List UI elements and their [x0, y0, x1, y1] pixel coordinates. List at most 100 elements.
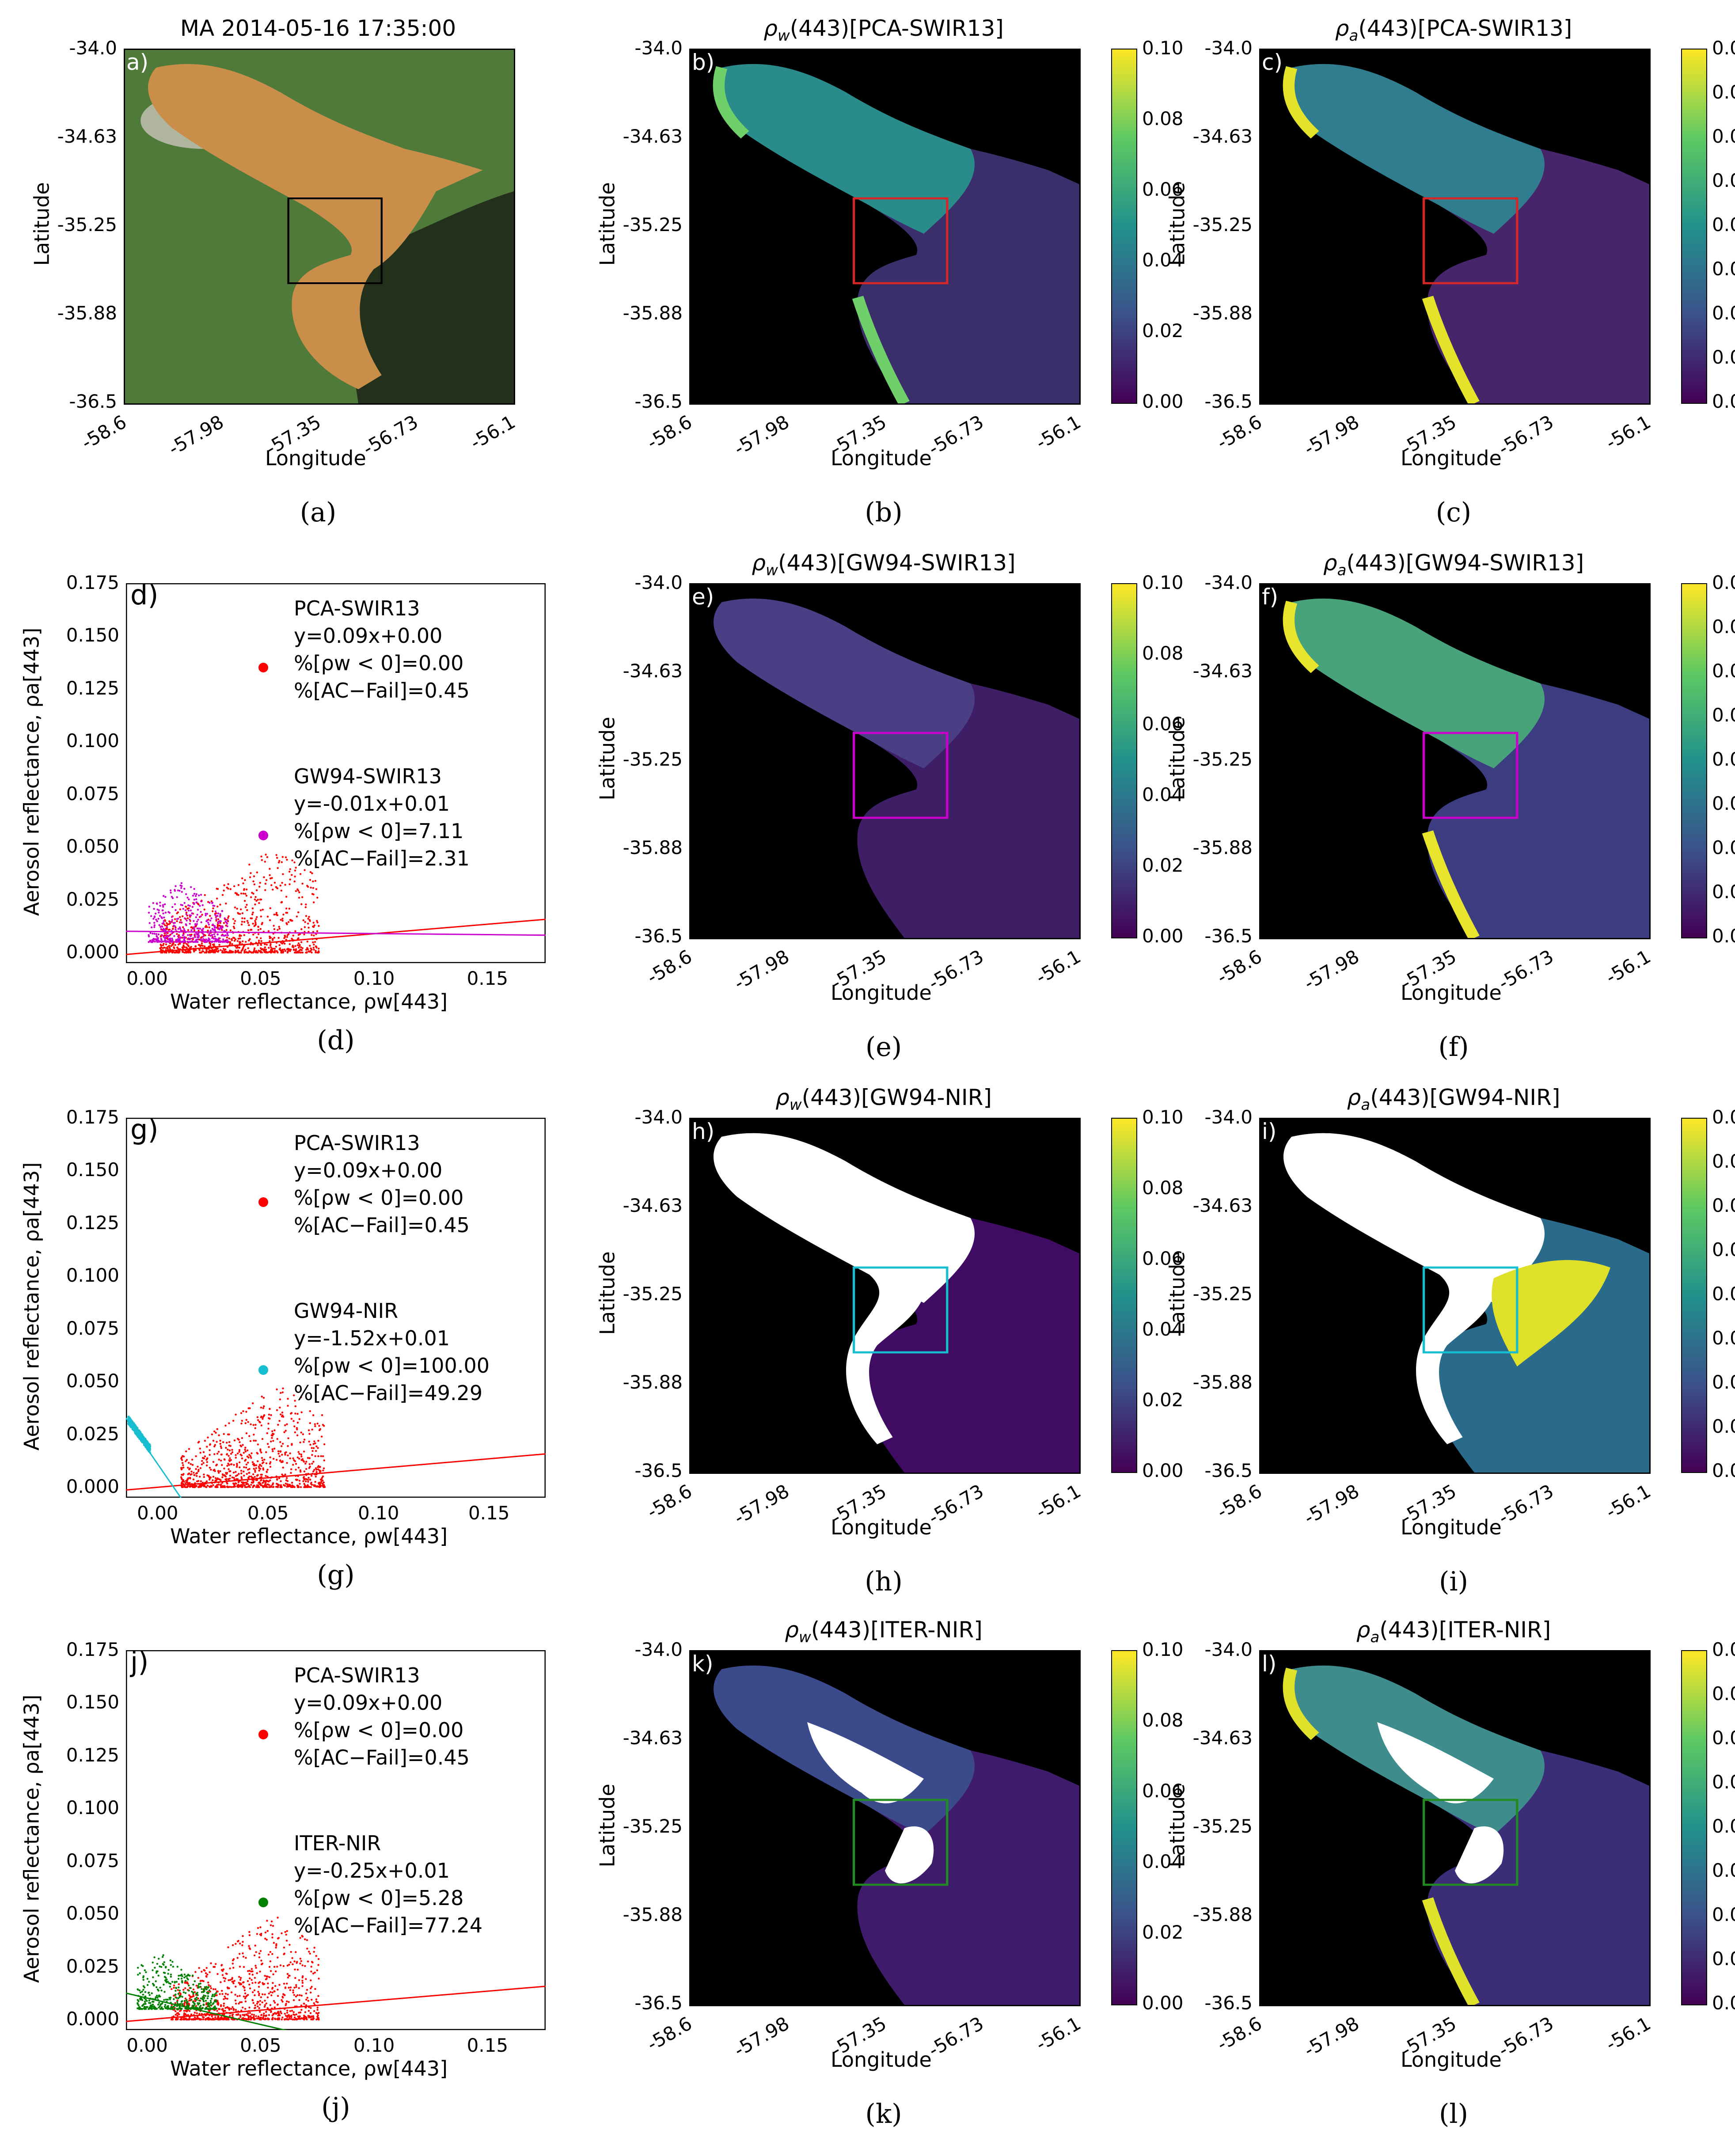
point-d-PCA-SWIR13 [312, 887, 315, 889]
point-j-PCA-SWIR13 [183, 2014, 185, 2016]
point-d-PCA-SWIR13 [243, 889, 245, 891]
point-j-PCA-SWIR13 [224, 2010, 226, 2012]
point-d-GW94-SWIR13 [155, 919, 157, 921]
point-d-GW94-SWIR13 [179, 928, 182, 930]
point-d-GW94-SWIR13 [191, 906, 194, 908]
point-g-PCA-SWIR13 [323, 1486, 326, 1488]
point-g-PCA-SWIR13 [287, 1437, 289, 1439]
map-image-i [1260, 1119, 1649, 1473]
point-d-GW94-SWIR13 [217, 922, 220, 924]
point-j-PCA-SWIR13 [239, 1953, 241, 1955]
point-j-PCA-SWIR13 [232, 2009, 235, 2011]
point-g-PCA-SWIR13 [319, 1466, 321, 1468]
caption-c: (c) [1435, 497, 1472, 528]
fit-line-d-GW94-SWIR13 [126, 930, 546, 936]
point-j-PCA-SWIR13 [240, 2009, 243, 2012]
point-g-PCA-SWIR13 [320, 1478, 323, 1480]
panel-label-e: e) [692, 584, 714, 610]
point-j-PCA-SWIR13 [256, 2000, 259, 2003]
point-j-PCA-SWIR13 [208, 2018, 210, 2021]
xtick-e-1: -57.98 [730, 945, 793, 994]
point-j-PCA-SWIR13 [220, 2016, 223, 2018]
point-j-PCA-SWIR13 [254, 1994, 256, 1997]
point-d-PCA-SWIR13 [309, 945, 311, 947]
point-g-PCA-SWIR13 [311, 1447, 313, 1449]
point-j-PCA-SWIR13 [195, 2017, 198, 2019]
point-j-PCA-SWIR13 [239, 1943, 241, 1945]
point-g-PCA-SWIR13 [257, 1443, 259, 1446]
point-g-PCA-SWIR13 [262, 1418, 264, 1420]
colorbar-f [1681, 583, 1707, 938]
point-g-PCA-SWIR13 [268, 1484, 270, 1486]
ytick-f-4: -36.5 [1204, 925, 1253, 947]
point-j-PCA-SWIR13 [278, 1984, 281, 1986]
point-d-PCA-SWIR13 [182, 926, 184, 928]
colorbar-tick-k-0: 0.10 [1142, 1639, 1184, 1660]
point-j-ITER-NIR [156, 1986, 158, 1989]
point-j-PCA-SWIR13 [313, 1947, 315, 1949]
point-j-PCA-SWIR13 [306, 1997, 308, 1999]
point-g-PCA-SWIR13 [212, 1476, 215, 1478]
point-d-PCA-SWIR13 [295, 948, 297, 950]
point-j-ITER-NIR [170, 1964, 172, 1966]
point-j-PCA-SWIR13 [244, 1992, 247, 1995]
xlabel-a: Longitude [265, 446, 366, 470]
ytick-h-1: -34.63 [623, 1195, 683, 1216]
point-g-PCA-SWIR13 [238, 1486, 240, 1488]
point-g-PCA-SWIR13 [270, 1440, 272, 1442]
point-g-PCA-SWIR13 [232, 1471, 235, 1474]
point-d-PCA-SWIR13 [257, 929, 259, 931]
xlabel-i: Longitude [1401, 1515, 1502, 1539]
point-d-PCA-SWIR13 [159, 935, 162, 938]
point-g-PCA-SWIR13 [235, 1457, 237, 1459]
point-d-GW94-SWIR13 [213, 929, 216, 931]
caption-g: (g) [317, 1560, 355, 1590]
point-d-GW94-SWIR13 [224, 917, 226, 919]
point-d-GW94-SWIR13 [190, 909, 192, 911]
point-j-PCA-SWIR13 [247, 2012, 249, 2014]
point-d-GW94-SWIR13 [212, 923, 214, 926]
point-j-PCA-SWIR13 [254, 2018, 256, 2020]
point-g-PCA-SWIR13 [233, 1464, 235, 1466]
point-j-ITER-NIR [192, 1993, 194, 1995]
scatter-ytick-g-3: 0.075 [66, 1317, 119, 1339]
point-j-PCA-SWIR13 [210, 1962, 212, 1964]
point-j-PCA-SWIR13 [283, 1982, 285, 1985]
point-j-PCA-SWIR13 [265, 2015, 267, 2017]
point-g-PCA-SWIR13 [211, 1433, 213, 1435]
point-d-PCA-SWIR13 [277, 951, 279, 954]
point-d-PCA-SWIR13 [218, 944, 220, 946]
point-j-ITER-NIR [138, 2008, 140, 2010]
point-g-PCA-SWIR13 [228, 1441, 231, 1443]
point-j-PCA-SWIR13 [190, 2018, 193, 2021]
point-j-PCA-SWIR13 [286, 1982, 288, 1985]
point-j-ITER-NIR [149, 2002, 152, 2004]
point-g-PCA-SWIR13 [269, 1479, 271, 1481]
point-d-PCA-SWIR13 [210, 900, 213, 903]
point-d-PCA-SWIR13 [260, 915, 262, 918]
xlabel-c: Longitude [1401, 446, 1502, 470]
point-d-PCA-SWIR13 [186, 943, 188, 945]
point-d-PCA-SWIR13 [297, 942, 300, 945]
point-g-PCA-SWIR13 [270, 1485, 272, 1488]
point-j-PCA-SWIR13 [213, 1966, 216, 1968]
point-j-ITER-NIR [214, 1993, 216, 1996]
point-g-PCA-SWIR13 [312, 1470, 315, 1473]
point-d-GW94-SWIR13 [208, 923, 210, 926]
point-j-PCA-SWIR13 [268, 2014, 270, 2016]
point-d-GW94-SWIR13 [186, 896, 189, 899]
point-j-ITER-NIR [201, 1991, 203, 1993]
point-d-PCA-SWIR13 [270, 943, 272, 945]
point-j-PCA-SWIR13 [229, 2015, 231, 2017]
point-d-GW94-SWIR13 [184, 937, 186, 939]
point-g-PCA-SWIR13 [311, 1454, 313, 1456]
point-g-PCA-SWIR13 [269, 1417, 271, 1420]
point-g-PCA-SWIR13 [232, 1482, 235, 1484]
point-j-ITER-NIR [205, 1988, 208, 1990]
point-j-PCA-SWIR13 [247, 2014, 249, 2016]
point-d-GW94-SWIR13 [175, 885, 177, 887]
point-d-PCA-SWIR13 [263, 876, 265, 878]
point-d-PCA-SWIR13 [185, 906, 187, 908]
panel-label-h: h) [692, 1119, 715, 1144]
point-d-PCA-SWIR13 [246, 888, 248, 891]
